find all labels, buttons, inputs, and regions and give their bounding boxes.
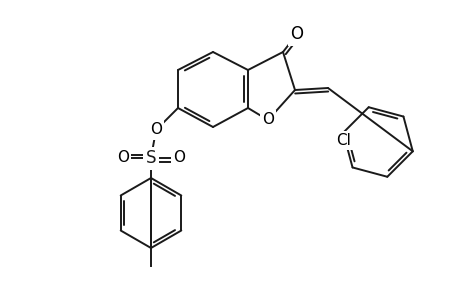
Text: O: O [173, 151, 185, 166]
Text: Cl: Cl [335, 133, 350, 148]
Text: S: S [146, 149, 156, 167]
Text: O: O [290, 25, 303, 43]
Text: O: O [117, 151, 129, 166]
Text: O: O [262, 112, 274, 128]
Text: O: O [150, 122, 162, 137]
